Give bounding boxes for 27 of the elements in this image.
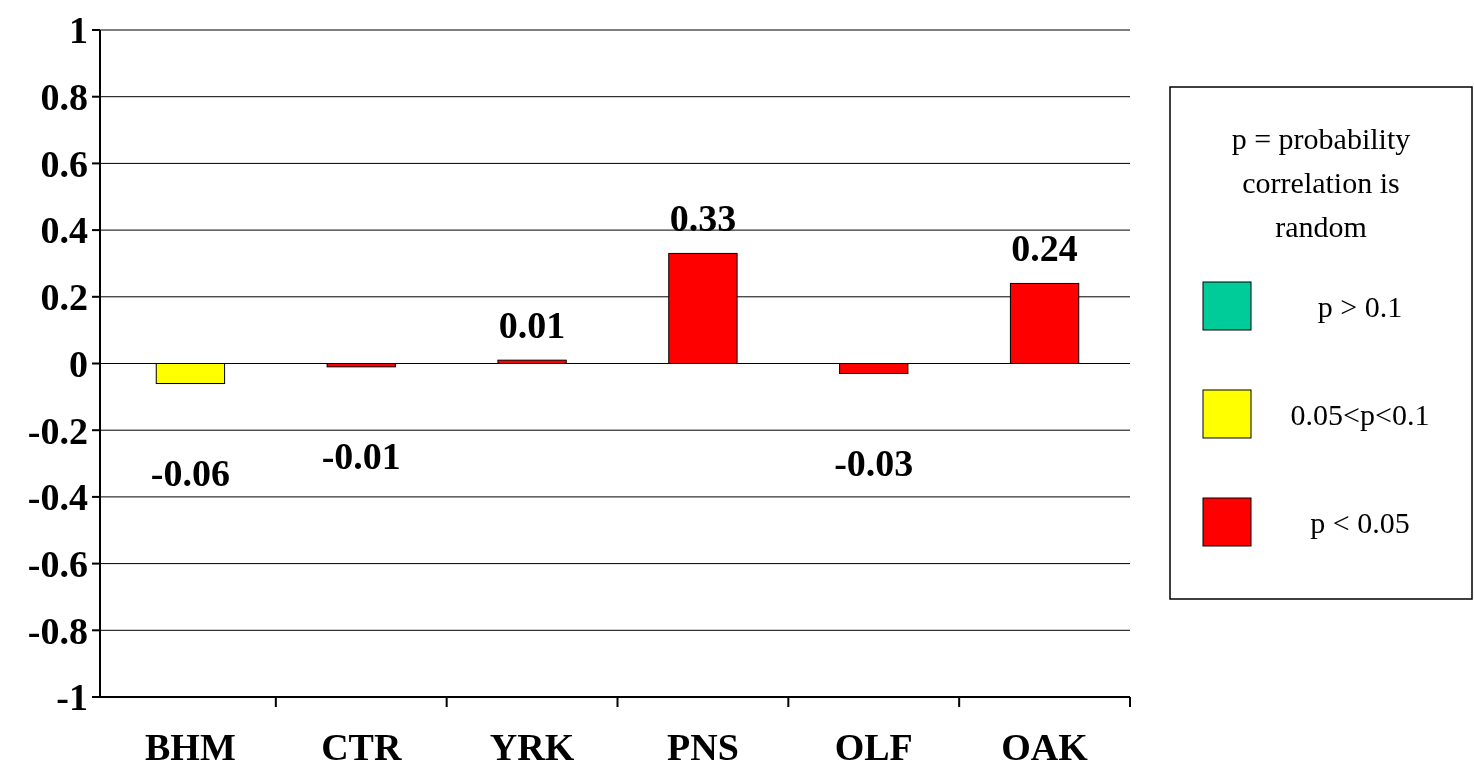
y-tick-label: 0.8 bbox=[40, 76, 88, 118]
legend-label: 0.05<p<0.1 bbox=[1290, 397, 1430, 431]
y-tick-label: 0.2 bbox=[40, 276, 88, 319]
data-label: 0.24 bbox=[1011, 227, 1078, 270]
y-tick-label: 1 bbox=[69, 9, 88, 52]
data-label: 0.33 bbox=[669, 197, 737, 240]
y-tick-label: -0.8 bbox=[27, 609, 88, 652]
x-tick-label: CTR bbox=[321, 726, 402, 768]
legend-label: p < 0.05 bbox=[1310, 505, 1410, 539]
data-label: -0.03 bbox=[834, 441, 914, 484]
data-label: -0.06 bbox=[150, 451, 230, 494]
x-tick-label: BHM bbox=[145, 726, 236, 768]
y-tick-label: -0.6 bbox=[27, 542, 88, 585]
x-tick-label: OAK bbox=[1001, 726, 1089, 768]
x-tick-label: OLF bbox=[834, 726, 913, 768]
x-tick-label: YRK bbox=[489, 726, 575, 768]
y-tick-label: 0 bbox=[69, 342, 88, 385]
legend-title: p = probability correlation is random bbox=[1231, 122, 1411, 243]
y-tick-label: -0.4 bbox=[27, 476, 88, 519]
y-tick-label: 0.4 bbox=[40, 209, 88, 252]
data-label: 0.01 bbox=[498, 304, 566, 347]
data-label: -0.01 bbox=[321, 434, 401, 477]
y-tick-label: -0.2 bbox=[27, 409, 88, 452]
legend-label: p > 0.1 bbox=[1317, 289, 1403, 323]
y-tick-label: -1 bbox=[56, 676, 88, 719]
x-tick-label: PNS bbox=[667, 726, 739, 768]
y-tick-label: 0.6 bbox=[40, 142, 88, 185]
